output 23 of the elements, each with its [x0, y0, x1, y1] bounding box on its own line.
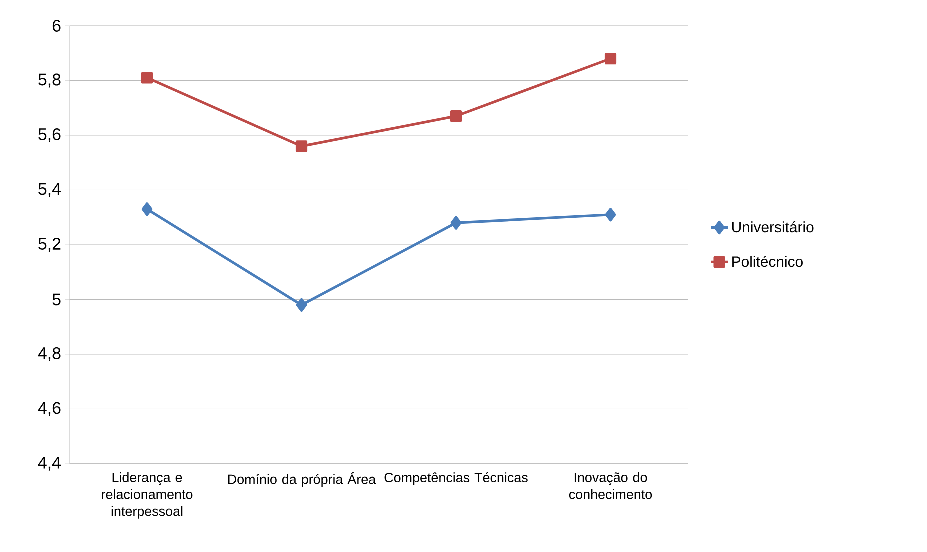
x-tick-label: Competências Técnicas — [384, 472, 528, 486]
x-tick-label: Inovação do conhecimento — [569, 472, 652, 500]
point — [142, 202, 153, 216]
point — [604, 53, 617, 65]
y-tick-label: 5 — [52, 294, 61, 306]
y-tick-label: 4,4 — [38, 457, 61, 471]
y-tick-label: 5,8 — [38, 74, 61, 88]
point — [296, 298, 308, 312]
y-tick-label: 6 — [52, 20, 61, 32]
x-tick-label: Domínio da própria Área — [228, 472, 376, 487]
y-tick-label: 5,2 — [38, 238, 61, 252]
y-tick-label: 4,6 — [38, 402, 61, 416]
x-tick-label: Liderança e relacionamento interpessoal — [102, 472, 193, 519]
y-tick-label: 5,4 — [38, 183, 61, 198]
point — [141, 72, 154, 84]
y-tick-label: 5,6 — [38, 128, 61, 142]
y-tick-label: 4,8 — [38, 347, 61, 362]
legend-label: Politécnico — [732, 256, 803, 268]
point — [605, 208, 616, 222]
point — [296, 140, 308, 152]
legend-label: Universitário — [732, 222, 814, 233]
point — [450, 216, 462, 230]
point — [450, 110, 462, 122]
